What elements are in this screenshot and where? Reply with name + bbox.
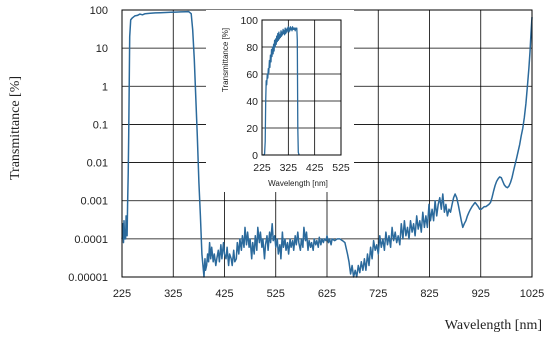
main-x-tick-label: 725 bbox=[369, 288, 387, 300]
main-x-tick-label: 325 bbox=[164, 288, 182, 300]
inset-x-tick-label: 525 bbox=[332, 162, 350, 174]
inset-y-tick-label: 20 bbox=[246, 123, 258, 135]
main-y-tick-label: 10 bbox=[96, 43, 108, 55]
main-x-tick-label: 525 bbox=[267, 288, 285, 300]
inset-y-tick-label: 80 bbox=[246, 42, 258, 54]
inset-y-tick-labels: 100 80 60 40 20 0 bbox=[240, 15, 258, 162]
main-x-tick-label: 1025 bbox=[520, 288, 544, 300]
inset-y-tick-label: 60 bbox=[246, 69, 258, 81]
main-y-tick-label: 0.01 bbox=[87, 158, 108, 170]
inset-chart-frame bbox=[261, 19, 342, 156]
main-y-tick-label: 0.1 bbox=[93, 119, 108, 131]
inset-y-axis-label: Transmittance [%] bbox=[221, 28, 230, 92]
main-y-tick-label: 0.00001 bbox=[68, 272, 108, 284]
inset-y-tick-label: 0 bbox=[252, 150, 258, 162]
main-y-tick-labels: 100 10 1 0.1 0.01 0.001 0.0001 0.00001 bbox=[68, 5, 108, 284]
main-y-axis-label: Transmittance [%] bbox=[8, 76, 23, 180]
main-x-tick-label: 925 bbox=[472, 288, 490, 300]
main-x-tick-labels: 225 325 425 525 625 725 825 925 1025 bbox=[113, 288, 544, 300]
inset-x-tick-label: 225 bbox=[253, 162, 271, 174]
main-x-tick-label: 425 bbox=[215, 288, 233, 300]
main-x-axis-label: Wavelength [nm] bbox=[445, 318, 542, 333]
main-x-tick-label: 625 bbox=[318, 288, 336, 300]
main-x-tick-label: 225 bbox=[113, 288, 131, 300]
inset-transmittance-series bbox=[262, 26, 300, 156]
main-x-tick-label: 825 bbox=[420, 288, 438, 300]
inset-x-tick-labels: 225 325 425 525 bbox=[253, 162, 350, 174]
main-y-tick-label: 0.0001 bbox=[74, 234, 108, 246]
inset-y-tick-label: 40 bbox=[246, 96, 258, 108]
main-y-tick-label: 0.001 bbox=[80, 196, 108, 208]
inset-x-axis-label: Wavelength [nm] bbox=[268, 179, 328, 188]
main-y-tick-label: 1 bbox=[102, 81, 108, 93]
inset-x-tick-label: 325 bbox=[280, 162, 298, 174]
main-y-tick-label: 100 bbox=[90, 5, 108, 17]
main-transmittance-series bbox=[121, 10, 533, 278]
inset-x-tick-label: 425 bbox=[306, 162, 324, 174]
inset-y-tick-label: 100 bbox=[240, 15, 258, 27]
